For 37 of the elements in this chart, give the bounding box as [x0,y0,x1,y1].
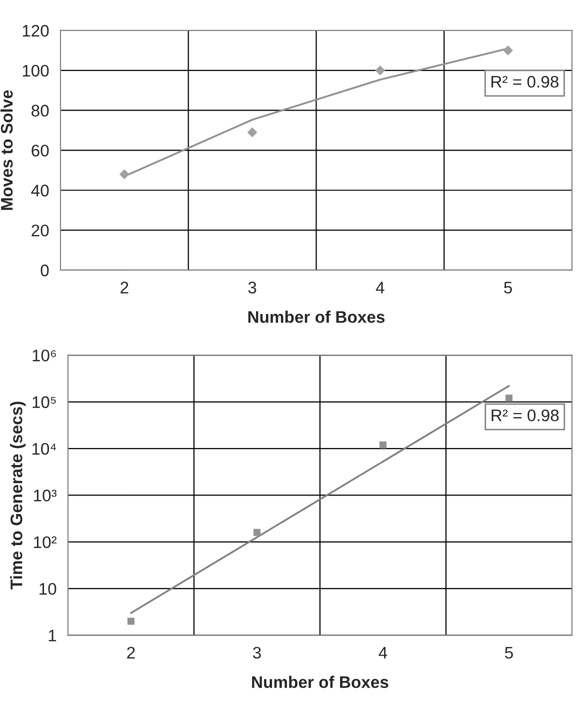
y-tick-label: 20 [32,224,49,236]
y-tick-label: 40 [31,184,49,196]
y-axis-title: Moves to Solve [0,90,13,210]
point [505,394,512,402]
annotation: R² = 0.98 [492,76,558,88]
point [379,441,386,448]
x-axis-title: Number of Boxes [252,676,388,688]
x-tick-label: 2 [120,282,128,294]
y-tick-label: 10² [34,536,57,548]
y-tick-label: 10³ [34,490,57,502]
y-tick-label: 60 [32,144,49,157]
x-tick-label: 2 [127,646,135,658]
point [247,127,258,138]
x-tick-label: 5 [504,282,512,294]
y-tick-label: 10⁶ [32,350,56,362]
x-tick-label: 4 [376,282,384,294]
x-tick-label: 4 [378,646,388,658]
y-tick-label: 10⁴ [32,442,56,455]
x-tick-label: 5 [505,646,513,659]
point [503,46,513,56]
point [127,618,134,625]
x-axis-title: Number of Boxes [248,310,385,323]
point [375,66,386,76]
y-tick-label: 80 [32,104,49,117]
x-tick-label: 3 [248,282,256,294]
y-tick-label: 10⁵ [32,396,56,408]
y-tick-label: 1 [48,630,56,642]
y-tick-label: 100 [22,64,49,77]
annotation: R² = 0.98 [492,409,559,422]
point [253,528,260,536]
y-tick-label: 0 [40,264,49,276]
y-tick-label: 120 [22,24,49,37]
x-tick-label: 3 [252,646,261,659]
line-series [130,384,510,614]
y-tick-label: 10 [40,582,56,595]
point [120,169,130,180]
y-axis-title: Time to Generate (secs) [10,402,26,590]
